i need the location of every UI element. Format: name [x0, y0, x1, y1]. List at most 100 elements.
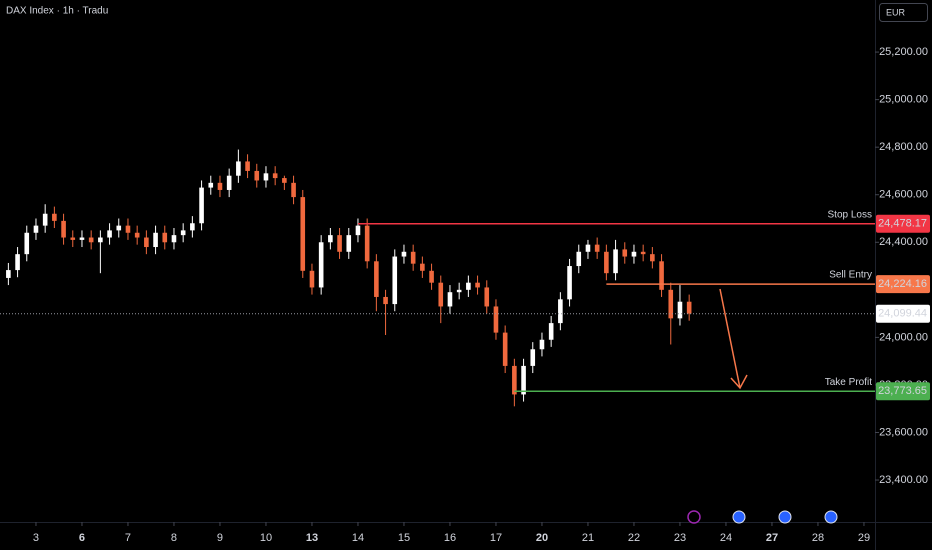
y-tick-label: 24,800.00 — [879, 141, 928, 153]
level-label: 24,224.16 — [878, 278, 927, 290]
candle-body — [337, 235, 342, 252]
x-tick-label: 21 — [582, 532, 594, 544]
candle-body — [594, 244, 600, 252]
candle-body — [125, 225, 131, 233]
event-icon[interactable] — [732, 510, 746, 524]
level-name: Stop Loss — [828, 209, 872, 220]
candle-body — [300, 197, 306, 271]
candle-body — [493, 306, 499, 333]
candle-body — [217, 182, 223, 190]
candle-body — [558, 299, 563, 324]
candle-body — [162, 232, 168, 243]
candle-body — [668, 289, 674, 319]
candle-body — [33, 225, 39, 233]
projection-arrow — [719, 288, 741, 389]
candle-body — [539, 339, 545, 350]
candle-body — [254, 170, 260, 181]
candle-body — [484, 287, 490, 307]
level-label: 24,478.17 — [878, 218, 927, 230]
x-tick-label: 28 — [812, 532, 824, 544]
candle-body — [236, 161, 241, 176]
y-tick-label: 23,600.00 — [879, 426, 928, 438]
candle-body — [374, 261, 379, 297]
event-icons — [687, 510, 838, 524]
candle-body — [171, 235, 177, 243]
candle-body — [447, 292, 453, 307]
x-tick-label: 14 — [352, 532, 364, 544]
candle-body — [640, 251, 646, 255]
candle-body — [88, 237, 94, 243]
candle-body — [585, 244, 591, 252]
candle-body — [429, 270, 434, 283]
y-tick-label: 24,000.00 — [879, 331, 928, 343]
candle-body — [282, 178, 287, 183]
level-tag — [876, 214, 930, 233]
x-tick-label: 27 — [766, 532, 778, 544]
candle-body — [401, 251, 407, 257]
candle-body — [291, 182, 296, 198]
candle-body — [677, 301, 683, 319]
candle-body — [52, 213, 57, 221]
x-tick-label: 13 — [306, 532, 318, 544]
currency[interactable]: EUR — [886, 7, 906, 17]
candle-body — [226, 175, 232, 190]
candle-body — [567, 266, 572, 300]
candle-body — [272, 173, 278, 179]
level-tag — [876, 382, 930, 401]
candle-body — [530, 349, 536, 366]
event-icon[interactable] — [824, 510, 838, 524]
candle-body — [392, 256, 398, 305]
candle-body — [199, 187, 204, 224]
y-tick-label: 24,400.00 — [879, 236, 928, 248]
candle-body — [650, 254, 655, 262]
level-label: 23,773.65 — [878, 385, 927, 397]
currency-button[interactable] — [879, 3, 928, 22]
last-price-label: 24,099.44 — [878, 308, 927, 320]
candle-body — [438, 282, 444, 307]
candle-body — [383, 296, 388, 305]
x-tick-label: 23 — [674, 532, 686, 544]
x-tick-label: 9 — [217, 532, 223, 544]
last-price-tag — [876, 304, 930, 323]
x-tick-label: 3 — [33, 532, 39, 544]
candle-body — [613, 249, 618, 274]
level-name: Sell Entry — [829, 270, 872, 281]
candle-body — [79, 237, 85, 240]
candle-body — [521, 365, 526, 395]
candle-body — [107, 230, 112, 238]
candle-body — [318, 242, 324, 288]
x-tick-label: 29 — [858, 532, 870, 544]
candle-body — [24, 232, 30, 255]
candle-body — [512, 365, 517, 395]
candle-body — [420, 263, 425, 271]
candle-body — [116, 225, 122, 231]
candle-body — [70, 237, 76, 240]
candle-body — [604, 251, 609, 274]
candle-body — [98, 237, 103, 243]
x-tick-label: 7 — [125, 532, 131, 544]
candle-body — [42, 213, 48, 226]
x-tick-label: 24 — [720, 532, 732, 544]
candle-body — [346, 235, 352, 252]
event-icon[interactable] — [778, 510, 792, 524]
candle-body — [61, 220, 66, 238]
candle-body — [6, 270, 11, 278]
candle-body — [502, 332, 508, 366]
x-tick-label: 8 — [171, 532, 177, 544]
candle-body — [263, 173, 269, 181]
chart-title: DAX Index · 1h · Tradu — [6, 6, 108, 17]
x-tick-label: 22 — [628, 532, 640, 544]
candle-body — [548, 323, 554, 340]
x-tick-label: 17 — [490, 532, 502, 544]
candle-body — [190, 223, 195, 231]
x-tick-label: 15 — [398, 532, 410, 544]
candle-body — [328, 235, 333, 243]
candle-body — [576, 251, 582, 267]
y-tick-label: 23,400.00 — [879, 474, 928, 486]
candle-body — [309, 270, 315, 288]
y-tick-label: 25,000.00 — [879, 94, 928, 106]
event-icon[interactable] — [687, 510, 701, 524]
